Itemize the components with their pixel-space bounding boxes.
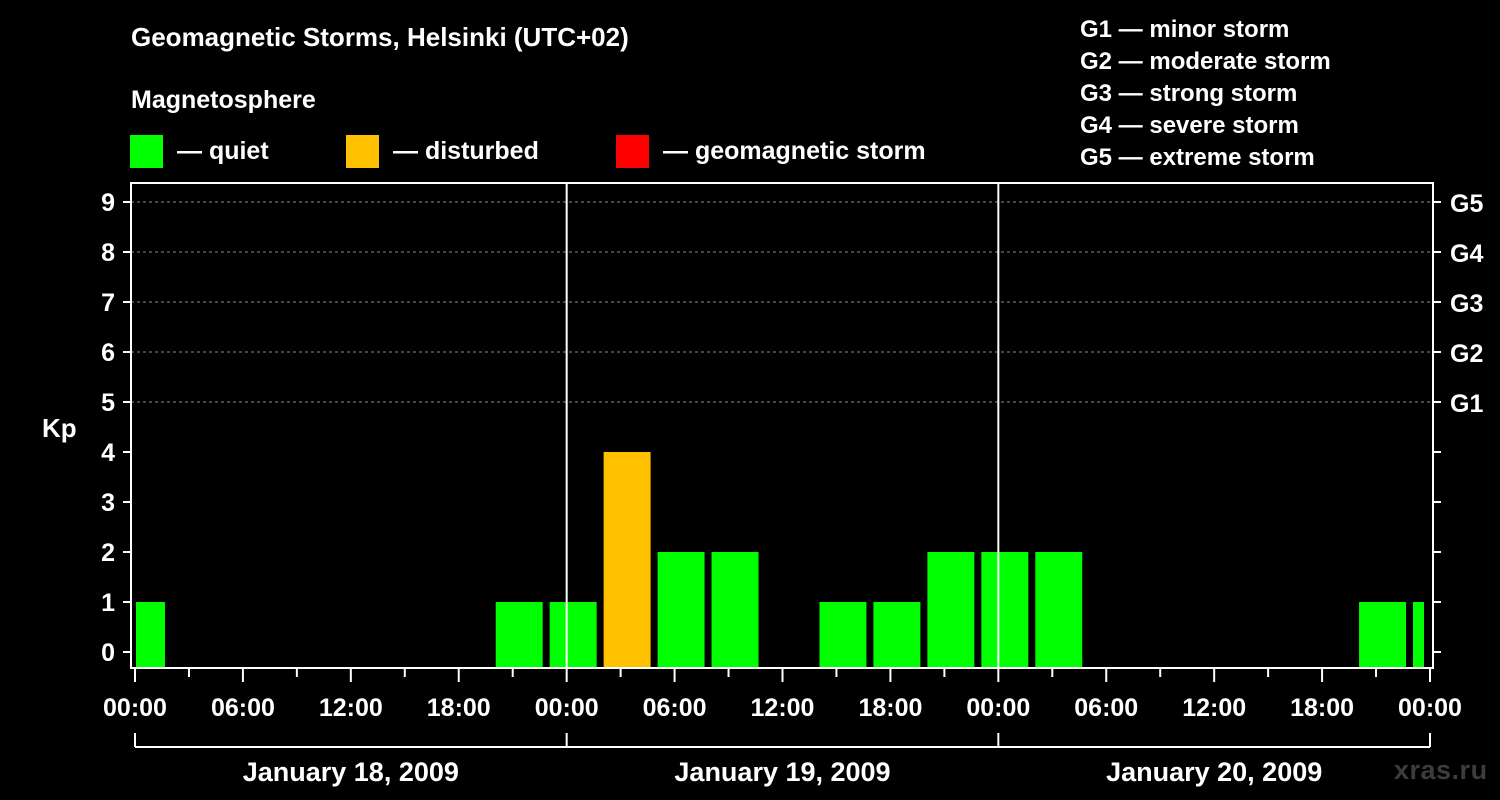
y-tick-label: 0 <box>101 639 115 667</box>
y-tick-label: 2 <box>101 539 115 567</box>
x-tick-label: 18:00 <box>427 694 491 722</box>
storm-scale-g3: G3 — strong storm <box>1080 80 1298 107</box>
x-tick-label: 18:00 <box>1290 694 1354 722</box>
legend-item-storm: — geomagnetic storm <box>616 134 926 168</box>
storm-level-label: G5 <box>1450 190 1483 218</box>
x-tick-label: 12:00 <box>1182 694 1246 722</box>
x-tick-label: 00:00 <box>103 694 167 722</box>
grid-lines <box>131 201 1433 403</box>
kp-bar <box>873 602 921 667</box>
legend-swatch-storm <box>616 134 649 168</box>
storm-scale-g4: G4 — severe storm <box>1080 112 1299 139</box>
magnetosphere-heading: Magnetosphere <box>131 86 316 114</box>
storm-level-label: G4 <box>1450 240 1483 268</box>
x-tick-label: 12:00 <box>751 694 815 722</box>
storm-level-label: G3 <box>1450 290 1483 318</box>
legend-swatch-quiet <box>130 134 163 168</box>
day-label: January 18, 2009 <box>243 757 459 787</box>
x-tick-label: 06:00 <box>211 694 275 722</box>
y-tick-label: 7 <box>101 289 115 317</box>
y-tick-label: 6 <box>101 339 115 367</box>
kp-bar <box>1035 552 1083 667</box>
legend-item-quiet: — quiet <box>130 134 269 168</box>
day-label: January 19, 2009 <box>674 757 890 787</box>
x-tick-label: 18:00 <box>858 694 922 722</box>
kp-bar <box>711 552 759 667</box>
legend-swatch-disturbed <box>346 134 379 168</box>
y-axis-label: Kp <box>42 413 77 443</box>
day-label: January 20, 2009 <box>1106 757 1322 787</box>
legend-label-storm: — geomagnetic storm <box>663 136 926 165</box>
kp-bar <box>981 552 1029 667</box>
storm-scale-g2: G2 — moderate storm <box>1080 48 1331 75</box>
kp-bar <box>603 452 651 667</box>
kp-bar <box>495 602 543 667</box>
legend-label-disturbed: — disturbed <box>393 136 539 165</box>
storm-scale-legend: G1 — minor storm G2 — moderate storm G3 … <box>1080 14 1331 174</box>
x-tick-label: 00:00 <box>966 694 1030 722</box>
legend-item-disturbed: — disturbed <box>346 134 539 168</box>
y-tick-label: 1 <box>101 589 115 617</box>
chart-title: Geomagnetic Storms, Helsinki (UTC+02) <box>131 22 629 52</box>
kp-bar <box>1413 602 1424 667</box>
x-tick-label: 06:00 <box>1074 694 1138 722</box>
storm-scale-g5: G5 — extreme storm <box>1080 144 1315 171</box>
kp-bar <box>819 602 867 667</box>
watermark: xras.ru <box>1394 755 1488 785</box>
storm-level-label: G2 <box>1450 340 1483 368</box>
y-tick-label: 3 <box>101 489 115 517</box>
x-tick-label: 00:00 <box>535 694 599 722</box>
y-tick-label: 5 <box>101 389 115 417</box>
kp-bars <box>136 452 1424 667</box>
storm-level-label: G1 <box>1450 390 1483 418</box>
plot-frame <box>130 182 1434 669</box>
x-tick-label: 12:00 <box>319 694 383 722</box>
storm-scale-g1: G1 — minor storm <box>1080 16 1290 43</box>
legend-label-quiet: — quiet <box>177 136 269 165</box>
kp-bar <box>549 602 597 667</box>
y-tick-label: 9 <box>101 189 115 217</box>
x-tick-label: 06:00 <box>643 694 707 722</box>
kp-bar <box>136 602 165 667</box>
kp-bar <box>927 552 975 667</box>
chart-frame <box>123 182 1441 748</box>
kp-bar <box>1359 602 1407 667</box>
y-tick-label: 4 <box>101 439 115 467</box>
x-tick-label: 00:00 <box>1398 694 1462 722</box>
axis-labels: 0 1 2 3 4 5 6 7 8 9 G1 G2 G3 G4 G5 Kp 00:00 06:00 12:00 18:… <box>42 189 1483 787</box>
kp-bar <box>657 552 705 667</box>
y-tick-label: 8 <box>101 239 115 267</box>
